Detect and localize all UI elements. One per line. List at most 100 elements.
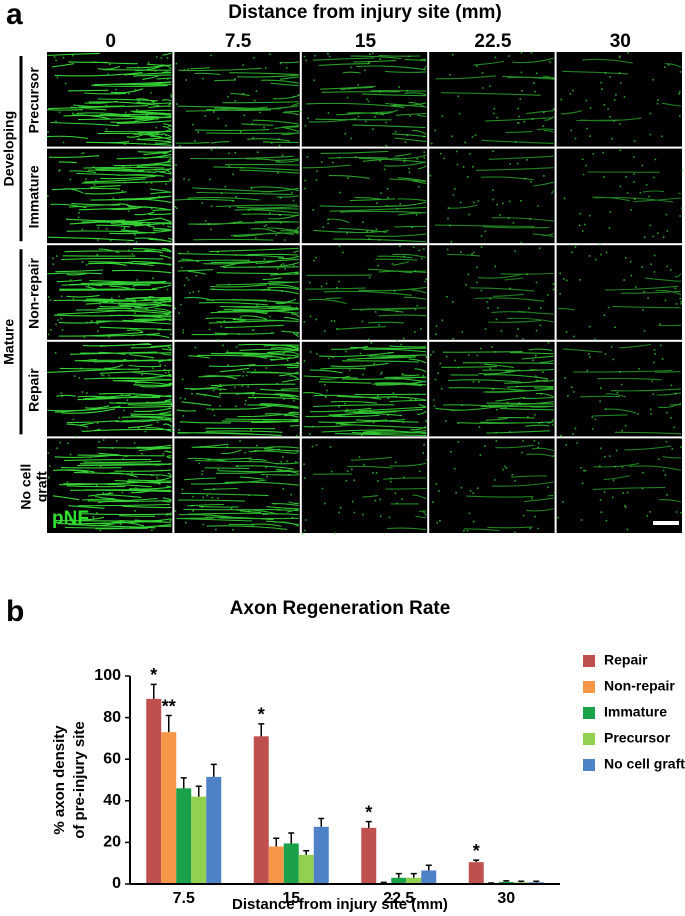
axon-fibers: [47, 343, 173, 432]
error-bar: [180, 777, 187, 789]
bar: [298, 854, 314, 884]
x-tick-label: 30: [497, 890, 515, 907]
bar: [253, 736, 269, 884]
legend-swatch: [583, 681, 595, 693]
legend-label: Precursor: [604, 730, 671, 746]
legend-label: No cell graft: [604, 756, 685, 772]
error-bar: [210, 763, 217, 777]
legend-label: Non-repair: [604, 678, 675, 694]
legend-swatch: [583, 707, 595, 719]
legend-swatch: [583, 733, 595, 745]
x-tick-label: 15: [282, 890, 300, 907]
axon-fibers: [560, 58, 682, 122]
column-header: 0: [105, 31, 116, 52]
bar: [361, 827, 377, 884]
legend-label: Repair: [604, 652, 648, 668]
error-bar: [518, 880, 525, 883]
y-tick-label: 40: [103, 792, 121, 809]
bar: [283, 843, 299, 884]
error-bar: [425, 864, 432, 871]
legend-swatch: [583, 759, 595, 771]
x-tick-label: 7.5: [173, 890, 195, 907]
axon-fibers: [174, 155, 300, 241]
y-tick-label: 0: [112, 875, 121, 892]
axon-fibers: [52, 444, 172, 530]
axon-fibers: [302, 150, 427, 243]
axon-fibers: [177, 247, 300, 338]
micrograph: [301, 148, 428, 244]
axon-fibers: [175, 61, 299, 144]
axon-fibers: [592, 445, 682, 503]
micrograph: [174, 52, 300, 147]
y-axis-label: of pre-injury site: [71, 721, 88, 839]
puncta: [303, 52, 425, 147]
error-bar: [273, 837, 280, 847]
significance-mark: *: [258, 705, 265, 725]
bar: [391, 877, 407, 884]
micrograph: [556, 52, 682, 147]
micrograph: [429, 245, 555, 340]
axon-fibers: [562, 343, 682, 435]
column-header: 7.5: [225, 31, 252, 52]
y-axis-label: % axon density: [51, 725, 68, 835]
bar: [268, 846, 284, 884]
micrograph: [429, 438, 555, 533]
error-bar: [503, 880, 510, 882]
panel-label: b: [6, 595, 24, 628]
column-header: 30: [610, 31, 631, 52]
bar: [498, 881, 514, 884]
axon-fibers: [47, 247, 172, 339]
significance-mark: *: [150, 665, 157, 685]
legend-label: Immature: [604, 704, 667, 720]
chart-title: Axon Regeneration Rate: [230, 598, 451, 619]
axon-fibers: [305, 54, 427, 142]
row-label: Repair: [26, 368, 42, 412]
micrograph: [47, 341, 173, 437]
puncta: [430, 52, 555, 145]
row-label: No cell: [18, 464, 34, 510]
panel-label: a: [6, 0, 23, 31]
significance-mark: *: [473, 841, 480, 861]
bar: [206, 776, 222, 884]
x-tick-label: 22.5: [383, 890, 414, 907]
panel-title: Distance from injury site (mm): [228, 2, 501, 23]
error-bar: [150, 683, 157, 699]
micrograph: [301, 245, 428, 340]
error-bar: [195, 785, 202, 797]
axon-fibers: [176, 443, 300, 530]
micrograph: [429, 148, 555, 244]
axon-fibers: [47, 149, 173, 243]
micrograph: [47, 245, 173, 340]
row-label: Precursor: [26, 67, 42, 134]
column-header: 22.5: [474, 31, 511, 52]
bar: [421, 870, 437, 884]
y-tick-label: 60: [103, 750, 121, 767]
micrograph: [429, 52, 555, 147]
micrograph: [556, 148, 682, 244]
axon-fibers: [176, 343, 300, 436]
y-tick-label: 100: [94, 667, 121, 684]
error-bar: [533, 880, 540, 883]
micrograph: [556, 438, 682, 533]
bar: [313, 826, 329, 884]
row-label: graft: [34, 471, 50, 502]
error-bar: [303, 849, 310, 855]
axon-fibers: [435, 348, 555, 434]
axon-fibers: [587, 171, 682, 203]
error-bar: [165, 714, 172, 733]
y-tick-label: 20: [103, 834, 121, 851]
legend-swatch: [583, 655, 595, 667]
error-bar: [318, 817, 325, 827]
bar: [161, 732, 177, 884]
bar: [406, 877, 422, 884]
error-bar: [410, 872, 417, 878]
bar: [191, 796, 207, 884]
bar: [468, 862, 484, 884]
axon-fibers: [557, 273, 682, 327]
axon-fibers: [435, 57, 554, 144]
bar: [176, 788, 192, 884]
stain-label: pNF: [52, 508, 89, 529]
error-bar: [395, 872, 402, 878]
y-tick-label: 80: [103, 709, 121, 726]
significance-mark: *: [365, 802, 372, 822]
